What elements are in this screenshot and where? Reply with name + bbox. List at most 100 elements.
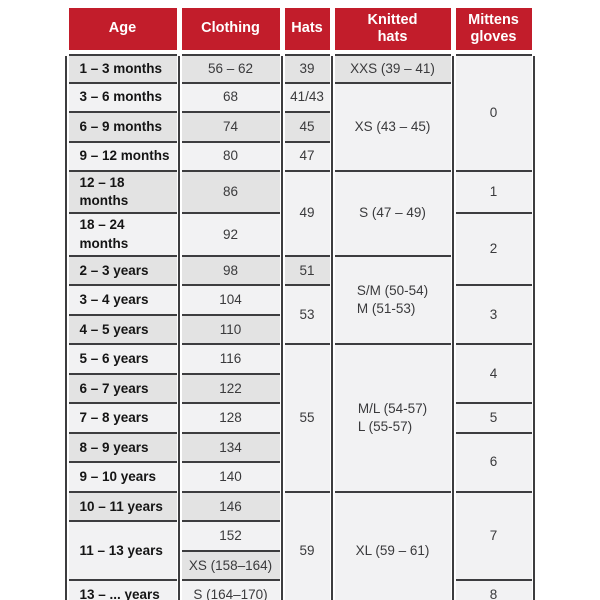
col-header-clothing: Clothing [181, 8, 280, 54]
age-cell-text: 3 – 4 years [79, 292, 149, 308]
clothing-value-cell-text: XS (158–164) [188, 557, 273, 573]
mittens-gloves-size-cell-text: 1 [489, 184, 498, 200]
table-row: XS (158–164) [69, 549, 532, 582]
hats-size-cell: 49 [284, 170, 333, 257]
table-row: 4 – 5 years 110 [65, 313, 532, 346]
age-cell-text: 4 – 5 years [79, 321, 149, 337]
hats-size-cell: 47 [284, 140, 333, 172]
knitted-hat-size-cell: XL (59 – 61) [334, 490, 454, 600]
age-cell: 8 – 9 years [65, 431, 180, 464]
age-cell: 11 – 13 years [65, 520, 180, 582]
knitted-hat-size-cell-text: M/L (54-57) L (55-57) [357, 400, 428, 435]
age-cell-text: 1 – 3 months [79, 60, 163, 76]
hats-size-cell: 55 [284, 343, 333, 493]
hats-size-cell: 41/43 [284, 81, 333, 113]
clothing-value-cell-text: 92 [222, 226, 239, 242]
age-cell: 3 – 6 months [65, 81, 180, 113]
table-row: 9 – 12 months 80 47 [65, 140, 532, 172]
hats-size-cell: 51 [284, 254, 333, 287]
hats-size-cell: 45 [284, 111, 333, 143]
table-row: 3 – 4 years 104 53 3 [65, 284, 535, 346]
mittens-gloves-size-cell: 5 [455, 402, 535, 434]
clothing-value-cell-text: 56 – 62 [207, 60, 254, 76]
age-cell: 18 – 24 months [65, 212, 180, 258]
hats-size-cell-text: 51 [299, 262, 315, 278]
age-cell-text: 7 – 8 years [79, 410, 149, 426]
age-cell: 2 – 3 years [65, 254, 180, 287]
clothing-value-cell: 152 [181, 520, 283, 552]
age-cell-text: 3 – 6 months [79, 89, 163, 105]
clothing-value-cell: 140 [181, 461, 283, 493]
clothing-value-cell-text: 110 [219, 321, 242, 337]
mittens-gloves-size-cell-text: 6 [489, 454, 498, 470]
age-cell-text: 9 – 10 years [79, 469, 157, 485]
age-cell-text: 13 – ... years [79, 587, 160, 600]
hats-size-cell: 39 [284, 54, 333, 84]
age-cell: 10 – 11 years [65, 490, 180, 523]
clothing-value-cell-text: 104 [219, 292, 242, 308]
age-cell: 5 – 6 years [65, 343, 180, 375]
header-row: Age Clothing Hats Knitted hats Mittens g… [68, 8, 532, 54]
age-cell-text: 11 – 13 years [79, 542, 163, 558]
age-cell: 6 – 9 months [65, 111, 180, 143]
clothing-value-cell: 134 [181, 431, 283, 464]
table-row: 12 – 18 months 86 49 S (47 – 49) 1 [65, 169, 535, 257]
mittens-gloves-size-cell-text: 5 [489, 410, 498, 426]
table-row: 5 – 6 years 116 55 M/L (54-57) L (55-57) 4 [65, 343, 535, 493]
table-row: 2 – 3 years 98 51 S/M (50-54) M (51-53) [65, 254, 532, 346]
knitted-hat-size-cell-text: XS (43 – 45) [354, 118, 431, 134]
knitted-hat-size-cell: M/L (54-57) L (55-57) [334, 343, 454, 493]
clothing-value-cell: 128 [181, 402, 283, 434]
age-cell: 3 – 4 years [65, 284, 180, 316]
mittens-gloves-size-cell-text: 3 [489, 306, 498, 322]
age-cell: 4 – 5 years [65, 313, 180, 346]
age-cell-text: 9 – 12 months [79, 148, 170, 164]
age-cell: 6 – 7 years [65, 372, 180, 405]
col-header-hats: Hats [284, 8, 330, 54]
table-row: 10 – 11 years 146 59 XL (59 – 61) 7 [65, 490, 535, 600]
mittens-gloves-size-cell-text: 8 [489, 587, 498, 600]
clothing-value-cell-text: S (164–170) [193, 587, 268, 600]
table-row: 11 – 13 years 152 [65, 520, 532, 582]
age-cell-text: 18 – 24 months [79, 217, 129, 251]
mittens-gloves-size-cell: 2 [455, 212, 535, 287]
table-row: 1 – 3 months 56 – 62 39 XXS (39 – 41) 0 [65, 54, 535, 172]
age-cell-text: 6 – 9 months [79, 118, 163, 134]
age-cell-text: 8 – 9 years [79, 439, 149, 455]
table-row: 13 – ... years S (164–170) 8 [65, 579, 535, 600]
table-row: 3 – 6 months 68 41/43 XS (43 – 45) [65, 81, 532, 172]
hats-size-cell: 53 [284, 284, 333, 346]
mittens-gloves-size-cell: 3 [455, 284, 535, 346]
clothing-value-cell-text: 146 [219, 498, 242, 514]
mittens-gloves-size-cell: 7 [455, 490, 535, 582]
clothing-value-cell: 122 [181, 372, 283, 405]
mittens-gloves-size-cell: 8 [455, 579, 535, 600]
table-row: 18 – 24 months 92 2 [65, 212, 535, 287]
table-row: 6 – 7 years 122 [65, 372, 532, 405]
col-header-mittens-gloves: Mittens gloves [455, 8, 532, 54]
mittens-gloves-size-cell-text: 4 [489, 365, 498, 381]
clothing-value-cell: 116 [181, 343, 283, 375]
col-header-age: Age [68, 8, 177, 54]
knitted-hat-size-cell: XXS (39 – 41) [334, 54, 454, 84]
table-row: 9 – 10 years 140 [65, 461, 532, 493]
clothing-value-cell-text: 86 [222, 184, 239, 200]
hats-size-cell-text: 53 [299, 306, 315, 322]
age-cell-text: 5 – 6 years [79, 351, 149, 367]
knitted-hat-size-cell: XS (43 – 45) [334, 81, 454, 172]
table-row: 6 – 9 months 74 45 [65, 111, 532, 143]
clothing-value-cell: 56 – 62 [181, 54, 283, 84]
age-cell: 13 – ... years [65, 579, 180, 600]
mittens-gloves-size-cell: 4 [455, 343, 535, 405]
hats-size-cell-text: 47 [299, 148, 315, 164]
age-cell: 12 – 18 months [65, 169, 180, 215]
clothing-value-cell-text: 152 [219, 528, 242, 544]
knitted-hat-size-cell-text: XXS (39 – 41) [350, 60, 435, 76]
size-chart-table: Age Clothing Hats Knitted hats Mittens g… [64, 8, 537, 600]
mittens-gloves-size-cell-text: 2 [489, 241, 498, 257]
hats-size-cell-text: 41/43 [290, 89, 324, 105]
mittens-gloves-size-cell-text: 7 [489, 528, 498, 544]
age-cell-text: 10 – 11 years [79, 498, 163, 514]
clothing-value-cell: S (164–170) [181, 579, 283, 600]
